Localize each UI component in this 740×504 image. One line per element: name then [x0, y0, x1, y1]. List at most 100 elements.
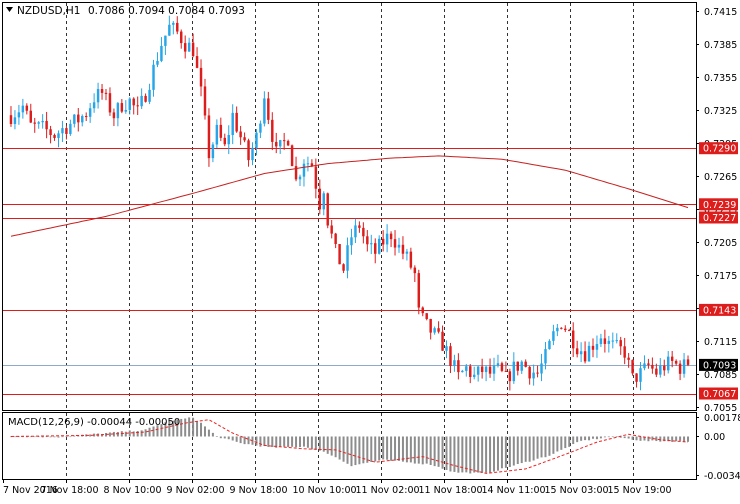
macd-histogram-bar — [647, 436, 650, 442]
candle-body — [401, 244, 405, 254]
candle-body — [421, 307, 424, 314]
candle-body — [599, 338, 603, 345]
macd-histogram-bar — [477, 436, 480, 473]
candle-body — [544, 349, 547, 364]
macd-histogram-bar — [275, 436, 278, 448]
candle-body — [397, 244, 401, 248]
macd-histogram-bar — [354, 436, 357, 466]
candle-body — [643, 363, 646, 369]
macd-signal-line — [10, 419, 689, 474]
candle-body — [552, 331, 555, 341]
candle-body — [116, 103, 120, 119]
candle-body — [136, 105, 139, 107]
candle-body — [255, 132, 258, 148]
price-tick-label: 0.7265 — [704, 172, 737, 183]
time-tick-label: 15 Nov 03:00 — [545, 485, 609, 496]
macd-histogram-bar — [560, 436, 563, 450]
candle-body — [575, 348, 579, 355]
candle-body — [187, 42, 191, 52]
candle-body — [425, 313, 428, 319]
macd-histogram-bar — [500, 436, 503, 469]
macd-histogram-bar — [196, 420, 199, 437]
macd-histogram-bar — [687, 436, 690, 442]
macd-histogram-bar — [655, 436, 658, 442]
macd-histogram-bar — [314, 436, 317, 450]
price-tick-label: 0.7055 — [704, 403, 737, 414]
candle-body — [168, 24, 171, 36]
time-tick-label: 7 Nov 2016 — [3, 485, 58, 496]
candle-body — [334, 233, 337, 245]
macd-histogram-bar — [57, 436, 60, 438]
macd-histogram-bar — [595, 436, 598, 440]
macd-histogram-bar — [421, 436, 424, 465]
candle-body — [619, 340, 622, 347]
candle-body — [583, 351, 587, 362]
macd-histogram-bar — [362, 436, 365, 464]
level-label: 0.7067 — [703, 389, 736, 400]
candle-body — [686, 359, 690, 365]
price-tick-label: 0.7415 — [704, 7, 737, 18]
candle-body — [267, 98, 270, 120]
macd-histogram-bar — [481, 436, 484, 473]
candle-body — [516, 361, 519, 371]
macd-histogram-bar — [9, 436, 12, 438]
macd-histogram-bar — [61, 436, 64, 438]
candle-body — [211, 144, 215, 159]
candle-body — [651, 364, 654, 369]
candle-body — [635, 373, 638, 382]
level-label-box — [699, 142, 738, 155]
candle-body — [57, 133, 60, 138]
candle-body — [45, 120, 48, 130]
moving-average-layer — [10, 155, 689, 237]
candle-body — [338, 244, 341, 265]
macd-histogram-bar — [144, 429, 147, 437]
candle-body — [259, 123, 262, 133]
current-price-label-box — [699, 358, 738, 371]
candle-body — [350, 237, 353, 246]
macd-histogram-bar — [45, 436, 48, 438]
macd-histogram-bar — [544, 436, 547, 458]
macd-histogram-bar — [283, 436, 286, 447]
price-tick-label: 0.7175 — [704, 271, 737, 282]
candle-body — [528, 366, 531, 379]
macd-histogram-bar — [469, 436, 472, 474]
candle-body — [199, 67, 203, 87]
candle-body — [239, 131, 242, 138]
candle-body — [560, 327, 563, 329]
macd-histogram-bar — [433, 436, 436, 467]
macd-histogram-bar — [386, 436, 389, 460]
level-label: 0.7239 — [703, 200, 736, 211]
candle-body — [659, 365, 662, 375]
macd-histogram-bar — [667, 436, 670, 442]
price-tick-label: 0.7235 — [704, 205, 737, 216]
price-tick-label: 0.7085 — [704, 370, 737, 381]
candle-body — [49, 129, 52, 136]
macd-histogram-bar — [156, 425, 159, 437]
candle-body — [183, 43, 187, 52]
macd-histogram-bar — [168, 420, 171, 437]
macd-histogram-bar — [378, 436, 381, 461]
macd-histogram-bar — [508, 436, 511, 467]
pane-frames — [2, 2, 697, 480]
macd-histogram-bar — [334, 436, 337, 458]
candle-body — [556, 327, 559, 332]
macd-histogram-bar — [302, 436, 305, 447]
candle-body — [124, 109, 128, 112]
symbol-menu-arrow-icon[interactable] — [6, 7, 13, 12]
candle-body — [377, 238, 381, 254]
candle-body — [496, 363, 500, 366]
macd-histogram-bar — [65, 436, 68, 438]
candle-body — [310, 163, 314, 167]
candle-body — [568, 330, 571, 332]
candle-body — [607, 340, 611, 344]
macd-histogram-bar — [180, 418, 183, 437]
macd-histogram-bar — [425, 436, 428, 464]
time-tick-label: 8 Nov 10:00 — [104, 485, 162, 496]
macd-histogram-bar — [227, 436, 230, 440]
candle-body — [132, 98, 135, 106]
macd-histogram-bar — [540, 436, 543, 458]
macd-histogram-bar — [338, 436, 341, 460]
macd-histogram-bar — [659, 436, 662, 442]
candle-body — [96, 89, 100, 103]
macd-histogram-bar — [623, 436, 626, 439]
